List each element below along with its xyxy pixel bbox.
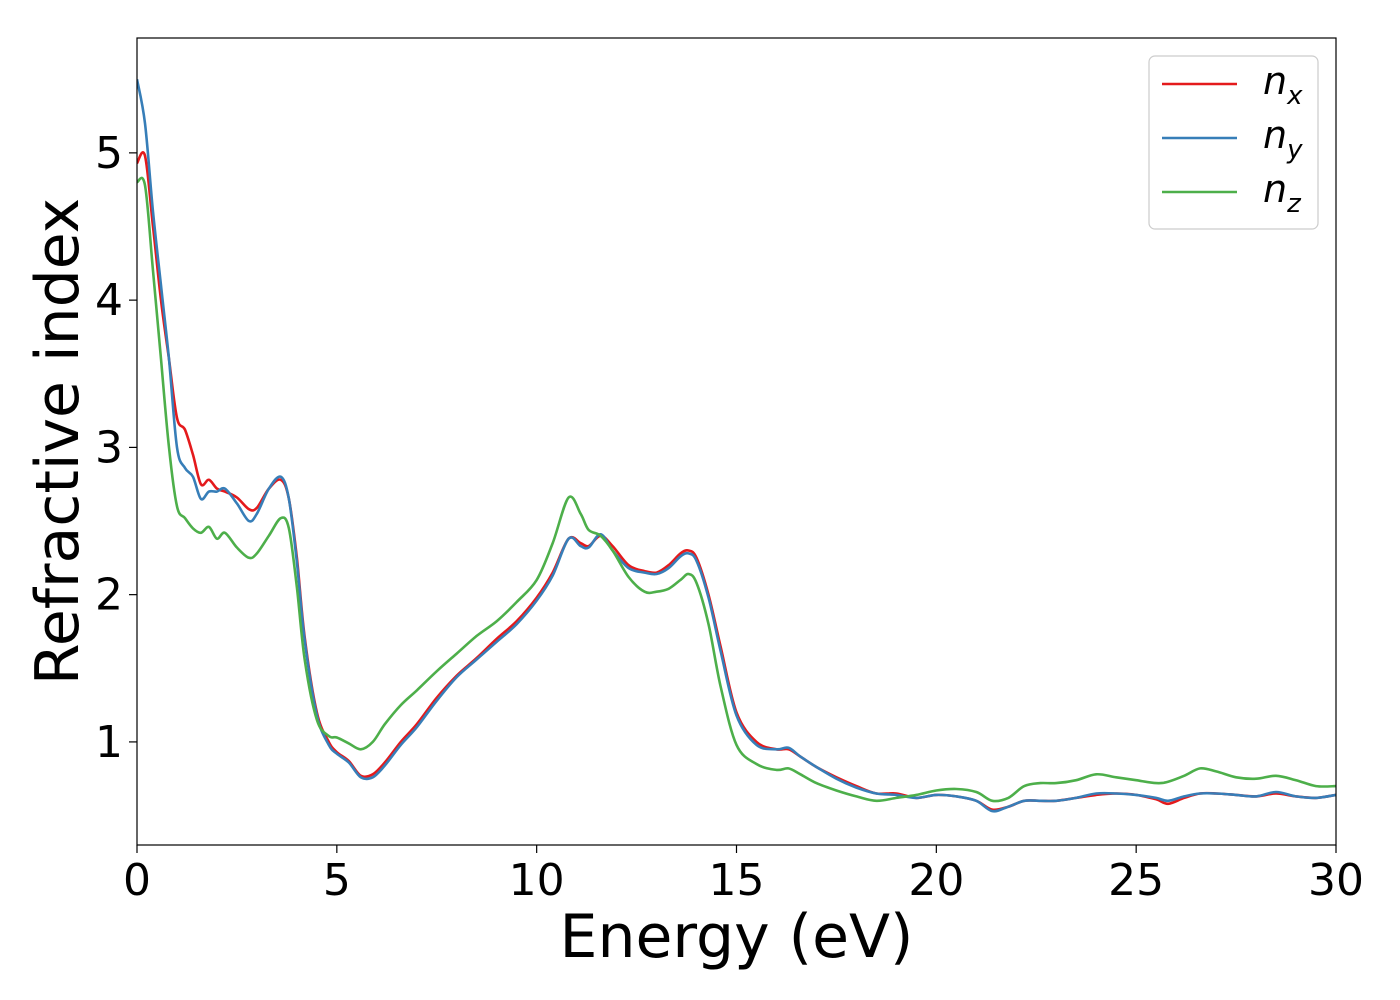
x-tick-label: 25 [1108,855,1164,906]
y-tick-label: 1 [95,717,123,768]
x-tick-label: 5 [323,855,351,906]
x-axis-title: Energy (eV) [560,902,914,972]
x-tick-label: 10 [509,855,565,906]
legend-box [1148,55,1319,230]
x-tick-label: 20 [908,855,964,906]
y-axis-title: Refractive index [23,198,93,685]
x-tick-label: 0 [123,855,151,906]
series-line-y [137,78,1336,813]
series-layer [137,78,1336,813]
y-tick-label: 5 [95,128,123,179]
y-tick-label: 3 [95,422,123,473]
series-line-z [137,176,1336,803]
legend-label-z: nz [1263,167,1302,219]
y-tick-label: 4 [95,275,123,326]
y-axis-ticks: 1 2 3 4 5 [95,128,137,768]
legend-label-y: ny [1263,113,1303,165]
x-axis-ticks: 0 5 10 15 20 25 30 [123,845,1364,906]
y-tick-label: 2 [95,570,123,621]
legend-label-x: nx [1263,59,1303,111]
x-tick-label: 30 [1308,855,1364,906]
x-tick-label: 15 [709,855,765,906]
